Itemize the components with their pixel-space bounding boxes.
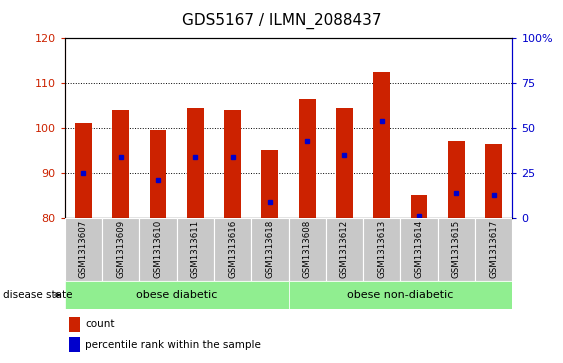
Bar (65, 218, 102, 281)
Bar (410, 195, 427, 218)
Text: obese diabetic: obese diabetic (136, 290, 217, 300)
Bar (448, 142, 465, 218)
Bar (65, 281, 289, 309)
Bar (373, 72, 390, 218)
Text: GSM1313609: GSM1313609 (116, 220, 125, 278)
Bar (251, 218, 288, 281)
Bar (261, 150, 278, 218)
Text: GSM1313612: GSM1313612 (340, 220, 349, 278)
Bar (69, 337, 81, 352)
Bar (336, 108, 353, 218)
Bar (363, 218, 400, 281)
Bar (326, 218, 363, 281)
Text: GSM1313617: GSM1313617 (489, 220, 498, 278)
Bar (400, 218, 438, 281)
Bar (112, 110, 129, 218)
Text: GSM1313610: GSM1313610 (154, 220, 163, 278)
Bar (289, 281, 512, 309)
Text: disease state: disease state (3, 290, 72, 300)
Text: GSM1313618: GSM1313618 (265, 220, 274, 278)
Bar (224, 110, 241, 218)
Text: GSM1313611: GSM1313611 (191, 220, 200, 278)
Text: GSM1313614: GSM1313614 (414, 220, 423, 278)
Text: GSM1313607: GSM1313607 (79, 220, 88, 278)
Bar (214, 218, 251, 281)
Text: GSM1313615: GSM1313615 (452, 220, 461, 278)
Bar (299, 99, 316, 218)
Bar (102, 218, 139, 281)
Bar (69, 317, 81, 332)
Text: GDS5167 / ILMN_2088437: GDS5167 / ILMN_2088437 (182, 13, 381, 29)
Bar (177, 218, 214, 281)
Bar (75, 123, 92, 218)
Text: count: count (85, 319, 114, 329)
Text: obese non-diabetic: obese non-diabetic (347, 290, 454, 300)
Text: GSM1313613: GSM1313613 (377, 220, 386, 278)
Bar (150, 130, 167, 218)
Bar (289, 218, 326, 281)
Bar (438, 218, 475, 281)
Bar (140, 218, 177, 281)
Bar (187, 108, 204, 218)
Text: GSM1313616: GSM1313616 (228, 220, 237, 278)
Text: percentile rank within the sample: percentile rank within the sample (85, 340, 261, 350)
Bar (485, 144, 502, 218)
Bar (475, 218, 512, 281)
Text: GSM1313608: GSM1313608 (303, 220, 312, 278)
